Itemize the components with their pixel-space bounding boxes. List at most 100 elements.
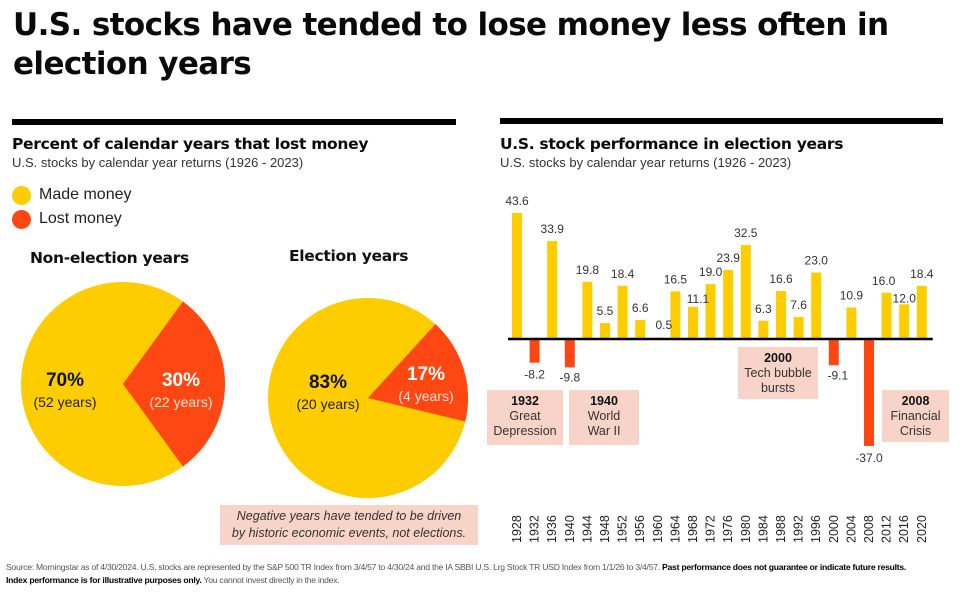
pie-label-made-years: (20 years) (296, 396, 359, 412)
year-tick-label: 1948 (598, 515, 612, 543)
bar-1932 (529, 339, 540, 363)
legend-label: Lost money (39, 210, 122, 227)
bar-1936 (547, 241, 558, 339)
legend-item-made-money: Made money (12, 183, 132, 207)
pie-label-made-percent: 83% (309, 372, 347, 393)
left-panel-subtitle: U.S. stocks by calendar year returns (19… (12, 155, 304, 170)
year-tick-label: 1988 (774, 515, 788, 543)
value-label: -9.8 (559, 370, 580, 384)
pie-non-election: 70% (52 years) 30% (22 years) (21, 282, 226, 486)
bar-1976 (723, 269, 734, 339)
year-tick-label: 1956 (633, 515, 647, 543)
annotation-text: War II (588, 424, 621, 438)
value-label: 19.8 (576, 263, 600, 277)
pie-label-lost-percent: 30% (162, 370, 200, 391)
year-tick-label: 1984 (756, 515, 770, 543)
year-tick-label: 2004 (844, 515, 858, 543)
year-tick-label: 1980 (739, 515, 753, 543)
pie-legend: Made money Lost money (12, 183, 132, 231)
bars (512, 213, 927, 446)
value-label: 16.6 (769, 272, 793, 286)
annotation-text: Depression (493, 424, 556, 438)
annotation-box (569, 390, 639, 445)
value-label: 16.0 (872, 274, 896, 288)
annotation-year: 1932 (511, 394, 539, 408)
value-label: 16.5 (664, 272, 688, 286)
footnote-disclaimer: Past performance does not guarantee or i… (662, 562, 907, 572)
year-tick-label: 2008 (862, 515, 876, 543)
bar-2020 (916, 285, 927, 339)
annotation-text: Great (509, 409, 541, 423)
footnote-source: Source: Morningstar as of 4/30/2024. U.S… (6, 562, 660, 572)
bar-2000 (828, 339, 839, 366)
bar-1944 (582, 281, 593, 339)
legend-swatch-red (12, 209, 31, 229)
bar-2016 (899, 304, 910, 339)
year-tick-label: 1952 (616, 515, 630, 543)
bar-1928 (512, 213, 522, 339)
legend-item-lost-money: Lost money (12, 207, 132, 231)
right-panel-title: U.S. stock performance in election years (500, 135, 844, 153)
note-line: Negative years have tended to be driven (236, 509, 462, 523)
year-tick-label: 1996 (809, 515, 823, 543)
annotation-year: 2008 (902, 394, 930, 408)
bar-2012 (881, 292, 892, 339)
annotation-box (487, 390, 563, 445)
year-tick-label: 1940 (563, 515, 577, 543)
annotation-note: Negative years have tended to be driven … (220, 505, 478, 545)
annotation-text: bursts (761, 381, 795, 395)
note-line: by historic economic events, not electio… (231, 526, 467, 540)
value-label: 5.5 (597, 304, 614, 318)
legend-swatch-yellow (12, 185, 31, 205)
year-tick-labels: 1928 1932 1936 1940 1944 1948 1952 1956 1960 1964… (510, 515, 929, 543)
bar-1972 (705, 284, 716, 339)
bar-1980 (740, 245, 751, 339)
value-label: 18.4 (611, 267, 635, 281)
value-label: 12.0 (893, 291, 917, 305)
year-tick-label: 1944 (580, 515, 594, 543)
year-tick-label: 2012 (880, 515, 894, 543)
value-label: 6.3 (755, 302, 772, 316)
bar-1988 (776, 291, 786, 339)
bar-1984 (758, 320, 769, 339)
pie-title-election: Election years (289, 247, 409, 265)
year-tick-label: 1928 (510, 515, 524, 543)
bar-2004 (846, 307, 857, 339)
value-label: -8.2 (524, 368, 545, 382)
annotation-year: 2000 (764, 351, 792, 365)
value-label: 33.9 (541, 222, 565, 236)
footnote-illustrative: Index performance is for illustrative pu… (6, 575, 202, 585)
pie-election: 83% (20 years) 17% (4 years) (268, 298, 468, 498)
left-panel-title: Percent of calendar years that lost mone… (12, 135, 369, 153)
annotation-box (738, 347, 818, 399)
pie-charts: 70% (52 years) 30% (22 years) 83% (20 years)… (21, 282, 468, 498)
footnote-end: You cannot invest directly in the index. (203, 575, 340, 585)
bar-1948 (600, 323, 610, 339)
year-tick-label: 1932 (528, 515, 542, 543)
pie-title-non-election: Non-election years (30, 249, 189, 267)
year-tick-label: 2020 (915, 515, 929, 543)
year-tick-label: 1968 (686, 515, 700, 543)
annotation-year: 1940 (590, 394, 618, 408)
footnote: Source: Morningstar as of 4/30/2024. U.S… (6, 561, 956, 587)
annotation-text: Tech bubble (744, 366, 811, 380)
value-label: 7.6 (790, 298, 807, 312)
value-labels: 43.6 -8.2 33.9 -9.8 19.8 5.5 18.4 6.6 0.5 16.5 11.… (505, 194, 933, 465)
bar-1992 (793, 317, 804, 339)
year-tick-label: 1936 (545, 515, 559, 543)
year-tick-label: 1992 (792, 515, 806, 543)
value-label: 11.1 (687, 292, 710, 306)
pie-slice-lost-money (123, 301, 226, 467)
bar-2008 (864, 339, 874, 446)
value-label: -37.0 (855, 451, 883, 465)
bar-1952 (617, 285, 628, 339)
headline: U.S. stocks have tended to lose money le… (13, 7, 889, 82)
bar-1956 (635, 319, 646, 339)
year-tick-label: 1960 (651, 515, 665, 543)
pie-label-lost-years: (22 years) (149, 394, 212, 410)
